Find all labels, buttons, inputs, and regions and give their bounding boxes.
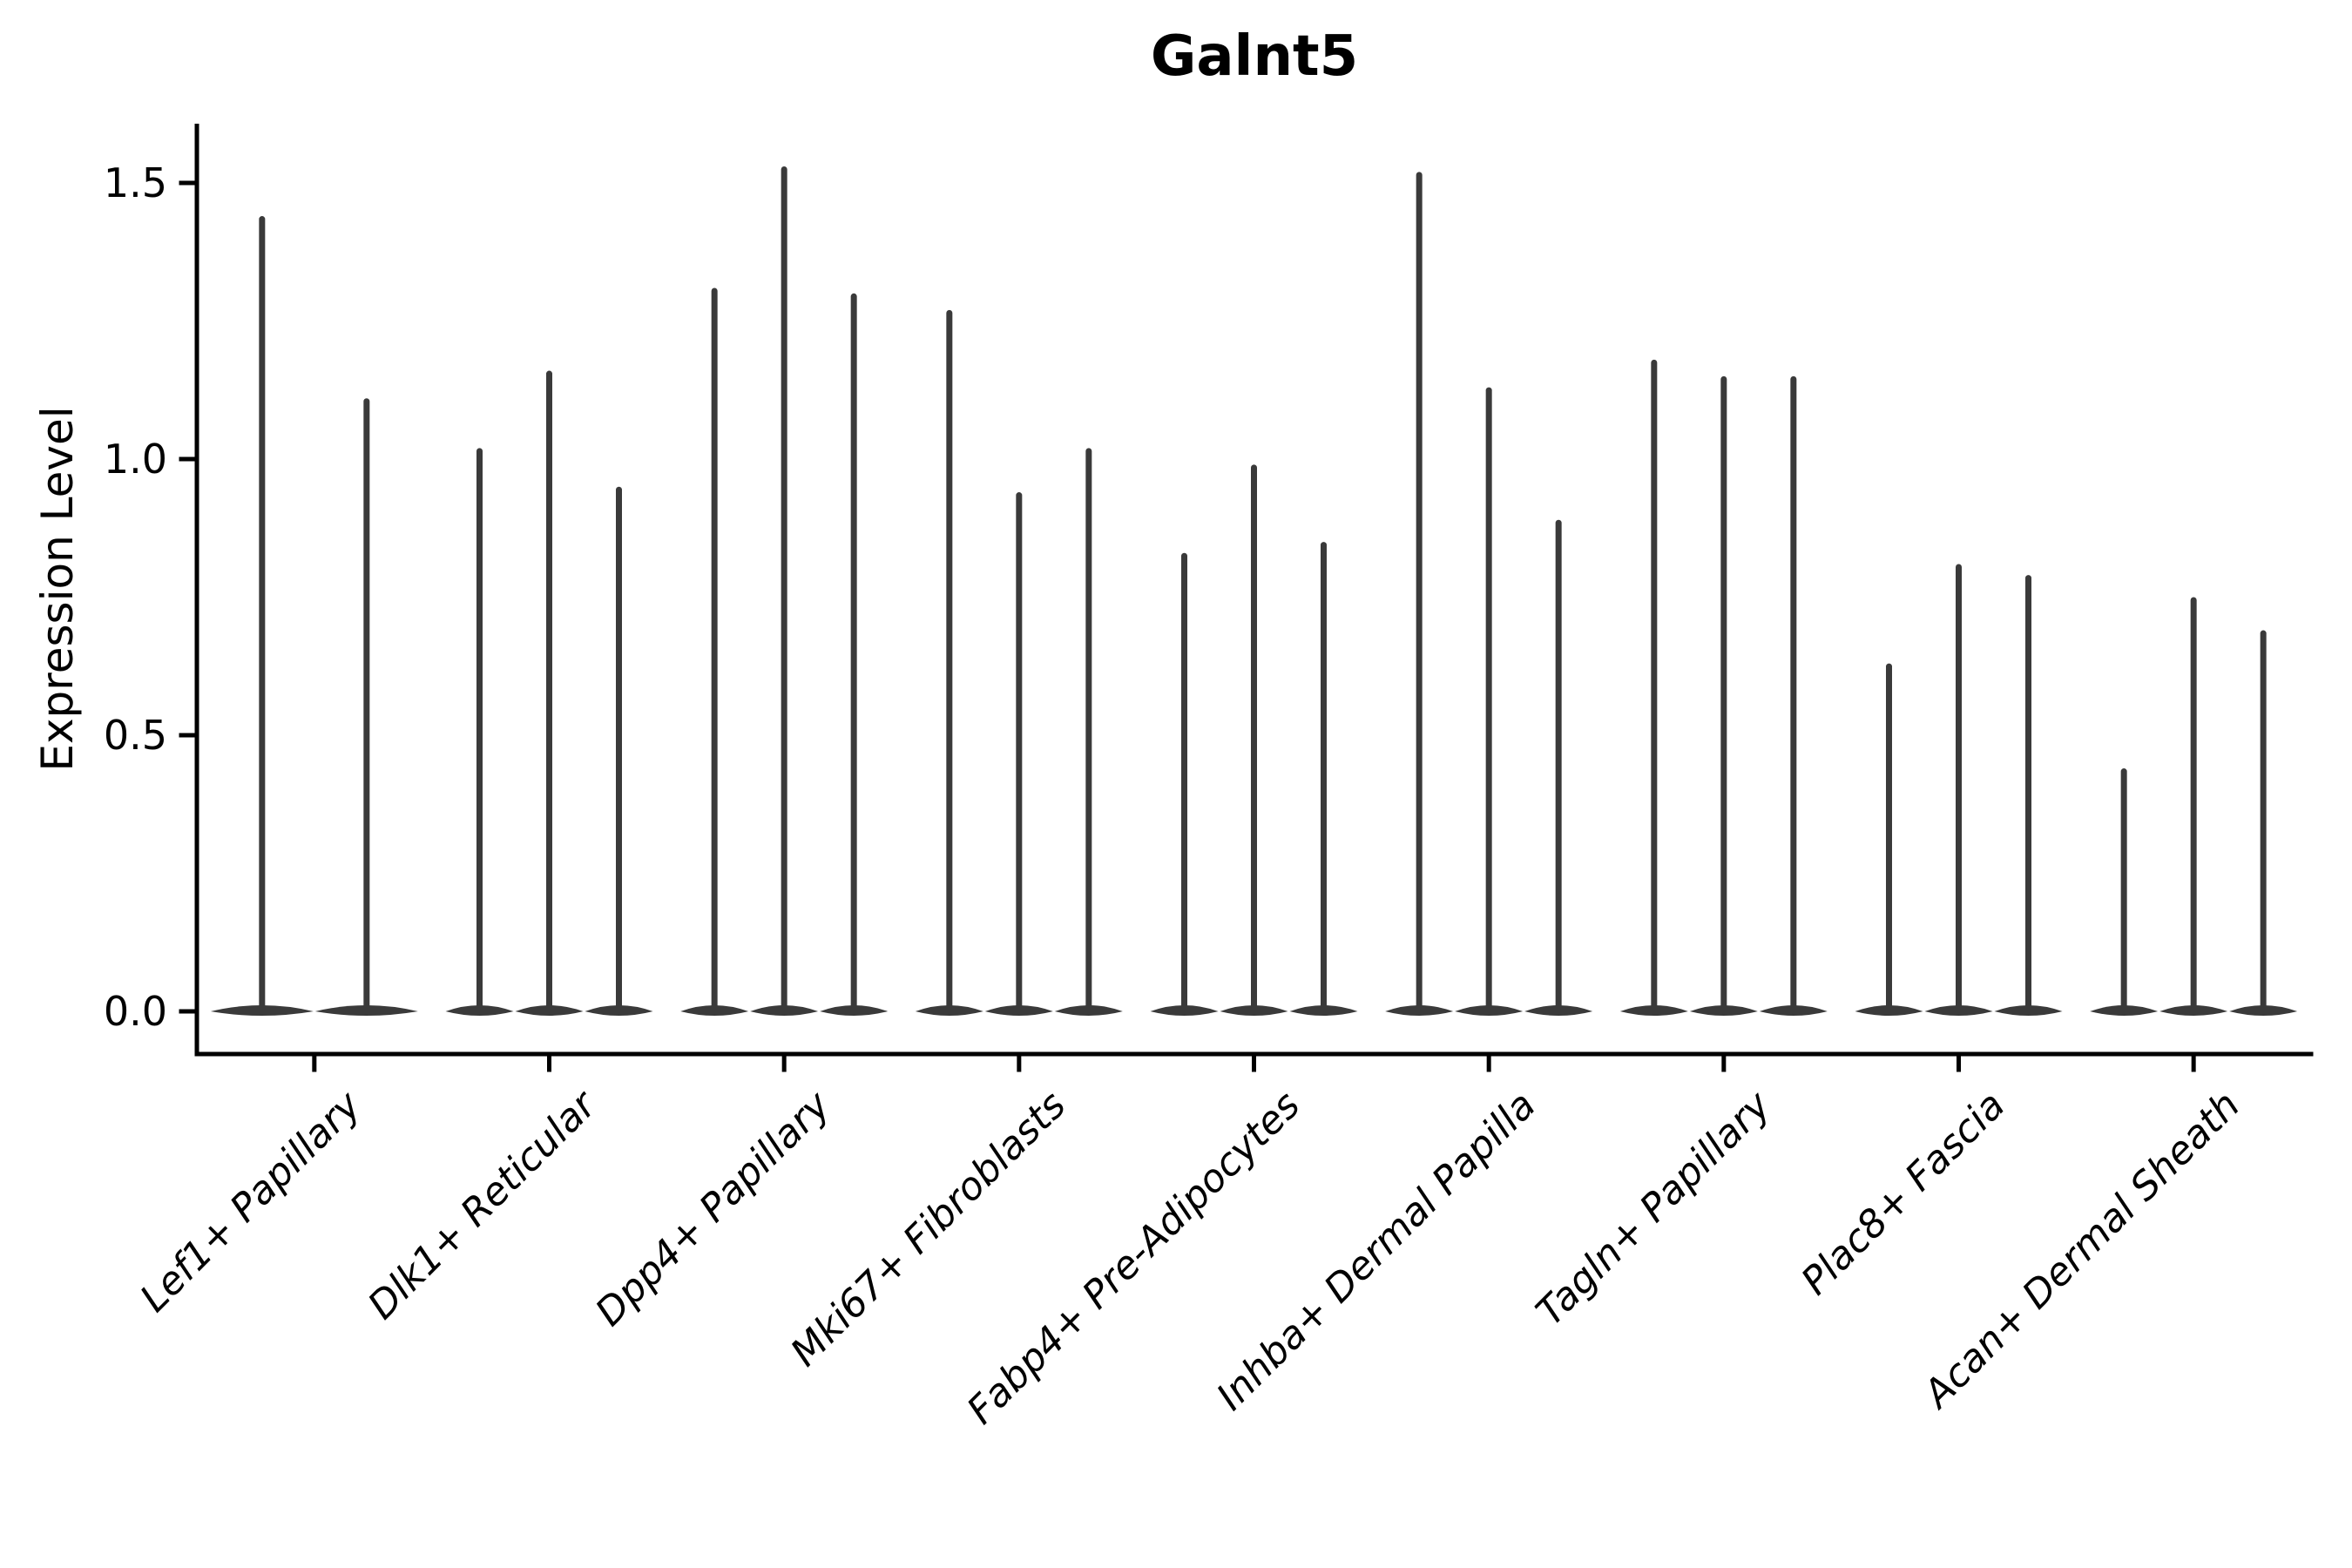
violin-spike bbox=[1956, 564, 1962, 1014]
violin-spike bbox=[363, 398, 370, 1014]
x-tick bbox=[547, 1056, 551, 1072]
violin-spike bbox=[781, 166, 787, 1015]
violin-spike bbox=[546, 370, 552, 1014]
y-tick bbox=[179, 456, 195, 462]
x-tick bbox=[1252, 1056, 1256, 1072]
violin-spike bbox=[1321, 542, 1328, 1014]
x-axis-spine bbox=[194, 1051, 2314, 1057]
violin-spike bbox=[616, 486, 623, 1014]
y-tick bbox=[179, 733, 195, 738]
violin-spike bbox=[1651, 359, 1658, 1014]
violin-spike bbox=[476, 448, 483, 1014]
violin-spike bbox=[2025, 575, 2032, 1014]
violin-spike bbox=[711, 287, 718, 1015]
y-tick-label: 1.0 bbox=[103, 436, 167, 483]
violin-spike bbox=[1251, 464, 1257, 1014]
y-tick bbox=[179, 180, 195, 186]
violin-spike bbox=[2120, 768, 2127, 1014]
chart-title: Galnt5 bbox=[1150, 24, 1359, 89]
violin-spike bbox=[2260, 630, 2267, 1014]
x-tick bbox=[1017, 1056, 1022, 1072]
violin-spike bbox=[1016, 492, 1023, 1014]
violin-spike bbox=[1180, 552, 1187, 1014]
violin-spike bbox=[850, 293, 857, 1014]
violin-spike bbox=[1485, 387, 1492, 1015]
x-tick bbox=[312, 1056, 317, 1072]
violin-spike bbox=[1885, 663, 1892, 1014]
y-tick-label: 1.5 bbox=[103, 159, 167, 206]
violin-spike bbox=[1720, 375, 1727, 1014]
violin-spike bbox=[1085, 448, 1092, 1014]
y-tick bbox=[179, 1009, 195, 1014]
violin-spike bbox=[1416, 172, 1423, 1014]
x-tick bbox=[1721, 1056, 1727, 1072]
y-axis-spine bbox=[194, 124, 199, 1057]
violin-spike bbox=[946, 309, 953, 1014]
violin-spike bbox=[259, 216, 266, 1015]
violin-spike bbox=[1790, 375, 1797, 1014]
y-tick-label: 0.0 bbox=[103, 988, 167, 1035]
y-tick-label: 0.5 bbox=[103, 712, 167, 759]
violin-spike bbox=[1555, 519, 1562, 1014]
x-tick bbox=[1486, 1056, 1491, 1072]
x-tick bbox=[1957, 1056, 1961, 1072]
violin-spike bbox=[2190, 597, 2197, 1014]
x-tick bbox=[2191, 1056, 2196, 1072]
x-tick bbox=[781, 1056, 787, 1072]
